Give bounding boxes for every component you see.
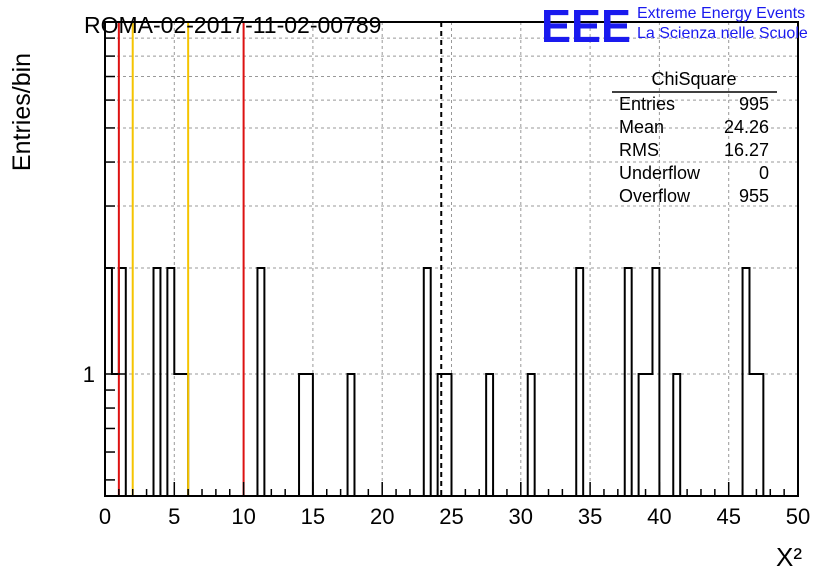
x-tick-label: 30 [509, 504, 533, 529]
stats-rows: Entries 995 Mean 24.26 RMS 16.27 Underflow 0 Ove… [619, 94, 769, 206]
x-axis-label: X² [776, 542, 802, 572]
y-axis-ticks: 1 [83, 21, 125, 481]
y-axis-label: Entries/bin [8, 53, 36, 171]
stats-row-value: 955 [739, 186, 769, 206]
x-tick-label: 15 [301, 504, 325, 529]
stats-row-value: 16.27 [724, 140, 769, 160]
x-tick-label: 25 [439, 504, 463, 529]
x-axis-ticks: 0 5 10 15 20 25 30 35 40 45 50 [99, 482, 810, 529]
x-tick-label: 45 [716, 504, 740, 529]
x-tick-label: 0 [99, 504, 111, 529]
x-tick-label: 5 [168, 504, 180, 529]
x-tick-label: 10 [231, 504, 255, 529]
stats-box-title: ChiSquare [651, 69, 736, 89]
eee-logo-mark: EEE [541, 0, 631, 52]
stats-row-label: RMS [619, 140, 659, 160]
logo-line-2: La Scienza nelle Scuole [637, 25, 808, 42]
x-tick-label: 50 [786, 504, 810, 529]
x-tick-label: 20 [370, 504, 394, 529]
eee-logo: EEE Extreme Energy Events La Scienza nel… [541, 0, 808, 52]
logo-line-1: Extreme Energy Events [637, 5, 805, 22]
reference-lines [117, 22, 443, 496]
x-tick-label: 40 [647, 504, 671, 529]
y-tick-label: 1 [83, 362, 95, 387]
stats-row-label: Underflow [619, 163, 701, 183]
stats-row-value: 995 [739, 94, 769, 114]
grid-lines [105, 22, 798, 496]
x-tick-label: 35 [578, 504, 602, 529]
stats-row-value: 24.26 [724, 117, 769, 137]
stats-row-value: 0 [759, 163, 769, 183]
stats-row-label: Entries [619, 94, 675, 114]
plot-title: ROMA-02-2017-11-02-00789 [84, 12, 381, 38]
stats-row-label: Mean [619, 117, 664, 137]
stats-row-label: Overflow [619, 186, 691, 206]
stats-box: ChiSquare Entries 995 Mean 24.26 RMS 16.27 Und… [612, 69, 777, 206]
